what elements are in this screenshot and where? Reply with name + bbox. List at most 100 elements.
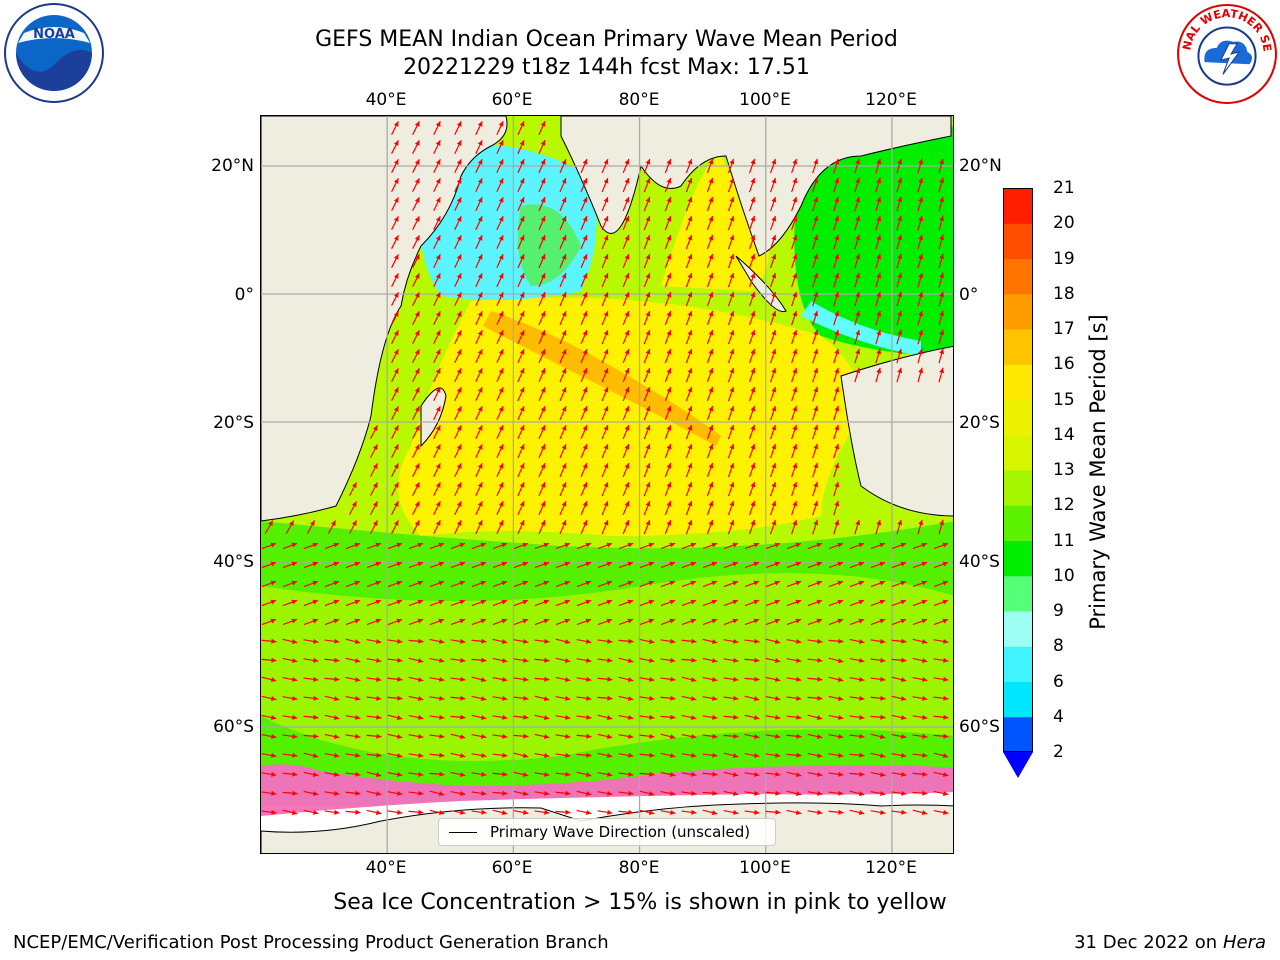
wave-arrow <box>559 158 567 174</box>
wave-arrow <box>748 500 756 516</box>
wave-arrow <box>912 771 928 777</box>
wave-arrow <box>660 599 676 607</box>
wave-arrow <box>345 599 361 607</box>
wave-arrow <box>597 676 613 682</box>
wave-arrow <box>555 714 571 720</box>
wave-arrow <box>580 367 588 383</box>
colorbar-level-label: 14 <box>1053 424 1075 445</box>
wave-arrow <box>702 809 718 816</box>
wave-arrow <box>875 196 882 212</box>
wave-arrow <box>622 177 630 193</box>
wave-arrow <box>938 348 945 364</box>
wave-arrow <box>282 657 298 663</box>
wave-arrow <box>324 638 340 644</box>
colorbar-border <box>1003 188 1033 752</box>
wave-arrow <box>538 196 546 212</box>
wave-arrow <box>492 752 508 758</box>
wave-arrow <box>282 618 298 626</box>
wave-arrow <box>517 386 525 402</box>
wave-arrow <box>601 196 609 212</box>
colorbar-band <box>1003 681 1033 718</box>
wave-arrow <box>492 599 508 607</box>
wave-arrow <box>517 139 525 155</box>
wave-arrow <box>538 500 546 516</box>
wave-arrow <box>727 519 735 535</box>
wave-arrow <box>769 196 777 212</box>
wave-arrow <box>496 443 504 459</box>
colorbar-bands <box>1003 188 1033 753</box>
wave-arrow <box>475 253 483 269</box>
wave-arrow <box>345 657 361 663</box>
wave-arrow <box>391 235 399 249</box>
wave-arrow <box>618 752 634 758</box>
wave-arrow <box>786 809 802 815</box>
lat-tick-left-20s: 20°S <box>213 413 254 433</box>
wave-arrow <box>723 618 739 626</box>
wave-arrow <box>702 771 718 777</box>
wave-arrow <box>664 405 672 421</box>
wave-arrow <box>475 310 483 326</box>
period-max-streak <box>483 311 721 446</box>
wave-arrow <box>538 386 546 402</box>
wave-arrow <box>324 733 340 739</box>
wave-arrow <box>517 120 525 136</box>
wave-arrow <box>807 580 823 588</box>
wave-arrow <box>601 481 609 497</box>
wave-arrow <box>618 809 634 815</box>
wave-arrow <box>580 196 588 212</box>
wave-arrow <box>450 752 466 758</box>
arabian-sea-green <box>517 204 581 286</box>
wave-arrow <box>492 561 508 569</box>
wave-arrow <box>854 196 861 212</box>
wave-arrow <box>433 501 441 515</box>
wave-arrow <box>891 618 907 626</box>
wave-arrow <box>912 580 928 588</box>
wave-arrow <box>896 196 903 212</box>
wave-arrow <box>896 215 903 231</box>
wave-arrow <box>366 714 382 720</box>
wave-arrow <box>938 196 945 212</box>
wave-arrow <box>454 215 462 231</box>
wave-arrow <box>875 367 882 383</box>
wave-arrow <box>366 752 382 758</box>
wave-arrow <box>812 234 819 250</box>
wave-arrow <box>896 291 903 307</box>
wave-arrow <box>833 158 840 174</box>
wave-arrow <box>475 291 483 307</box>
wave-arrow <box>450 638 466 644</box>
wave-arrow <box>664 177 672 193</box>
wave-arrow <box>786 561 802 569</box>
wave-arrow <box>559 519 567 535</box>
wave-arrow <box>849 809 865 815</box>
wave-arrow <box>412 425 420 439</box>
wave-arrow <box>875 348 882 364</box>
wave-arrow <box>828 599 844 607</box>
wave-arrow <box>391 482 399 496</box>
wave-arrow <box>769 348 777 364</box>
lat-tick-right-0: 0° <box>959 285 979 305</box>
wave-arrow <box>643 348 651 364</box>
wave-arrow <box>534 657 550 663</box>
wave-arrow <box>492 657 508 663</box>
colorbar-band <box>1003 364 1033 400</box>
wave-arrow <box>282 638 298 644</box>
wave-arrow <box>622 405 630 421</box>
wave-arrow <box>324 657 340 663</box>
wave-arrow <box>875 272 882 288</box>
wave-arrow <box>723 676 739 682</box>
wave-arrow <box>517 519 525 535</box>
colorbar-level-label: 15 <box>1053 389 1075 410</box>
wave-arrow <box>559 405 567 421</box>
wave-arrow <box>517 291 525 307</box>
wave-arrow <box>580 405 588 421</box>
wave-arrow <box>639 657 655 663</box>
wave-arrow <box>786 790 802 796</box>
wave-arrow <box>870 752 886 758</box>
wave-arrow <box>849 790 865 797</box>
wave-arrow <box>534 676 550 682</box>
southern-midlat-band <box>261 573 953 761</box>
wave-arrow <box>282 733 298 739</box>
wave-arrow <box>454 272 462 288</box>
wave-arrow <box>622 310 630 326</box>
wave-arrow <box>538 177 546 193</box>
